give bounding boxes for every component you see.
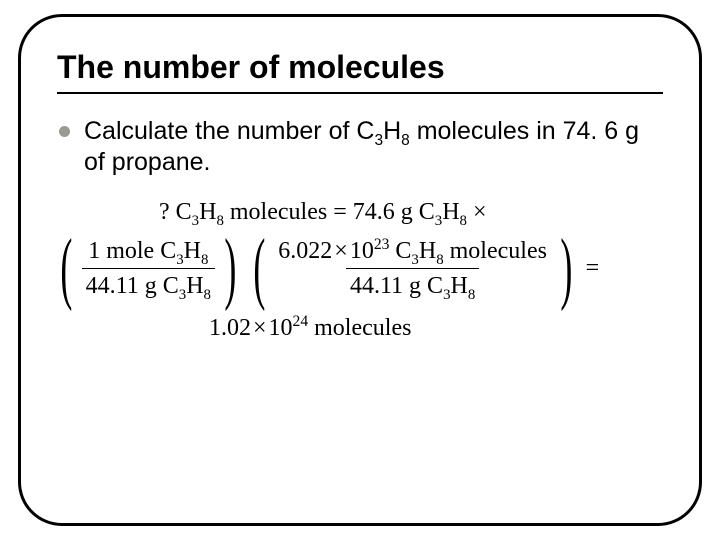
bullet-row: Calculate the number of C3H8 molecules i…	[59, 116, 661, 179]
m-sub: 3	[192, 212, 199, 228]
m-sub: 8	[201, 251, 208, 267]
m-sub: 3	[411, 251, 418, 267]
m: molecules	[444, 238, 547, 264]
bullet-icon	[59, 126, 70, 137]
fraction-2: 6.022×1023 C3H8 molecules 44.11 g C3H8	[274, 236, 551, 301]
t-sub: 3	[374, 132, 383, 149]
m: H	[184, 238, 201, 264]
m-sub: 8	[468, 286, 475, 302]
m-sup: 24	[293, 313, 309, 330]
m: H	[199, 199, 216, 225]
slide-title: The number of molecules	[57, 49, 663, 92]
m: H	[442, 199, 459, 225]
m: molecules	[308, 315, 411, 341]
frac1-num: 1 mole C3H8	[84, 236, 212, 268]
m-sub: 3	[443, 286, 450, 302]
math-line-1: ? C3H8 molecules = 74.6 g C3H8 ×	[159, 199, 661, 226]
m: 10	[269, 315, 293, 341]
math-area: ? C3H8 molecules = 74.6 g C3H8 × ( 1 mol…	[59, 199, 661, 342]
frac1-den: 44.11 g C3H8	[82, 268, 215, 301]
m: 1 mole C	[88, 238, 176, 264]
m: H	[186, 273, 203, 299]
math-line-2: ( 1 mole C3H8 44.11 g C3H8 ) ( 6.022×102…	[53, 236, 661, 301]
m: =	[327, 199, 353, 225]
m: ×	[467, 199, 487, 225]
m: H	[451, 273, 468, 299]
paren-close-icon: )	[560, 240, 572, 296]
m: 74.6 g C	[353, 199, 435, 225]
m-sup: 23	[374, 236, 390, 253]
m: H	[419, 238, 436, 264]
m: molecules	[224, 199, 327, 225]
m: C	[389, 238, 411, 264]
body-area: Calculate the number of C3H8 molecules i…	[57, 116, 663, 342]
m-sub: 8	[204, 286, 211, 302]
m: 1.02	[209, 315, 251, 341]
t: Calculate the number of C	[84, 117, 374, 145]
frac2-den: 44.11 g C3H8	[346, 268, 479, 301]
frac2-num: 6.022×1023 C3H8 molecules	[274, 236, 551, 268]
m: 10	[350, 238, 374, 264]
m-sub: 8	[460, 212, 467, 228]
t-sub: 8	[401, 132, 410, 149]
m: ? C	[159, 199, 192, 225]
bullet-text: Calculate the number of C3H8 molecules i…	[84, 116, 661, 179]
m: 44.11 g C	[350, 273, 443, 299]
paren-open-icon: (	[60, 240, 72, 296]
math-line-3: 1.02×1024 molecules	[209, 315, 661, 342]
m-sub: 8	[436, 251, 443, 267]
paren-close-icon: )	[224, 240, 236, 296]
title-block: The number of molecules	[57, 49, 663, 94]
m-sub: 3	[176, 251, 183, 267]
m-sub: 8	[216, 212, 223, 228]
slide-frame: The number of molecules Calculate the nu…	[18, 14, 702, 526]
times-icon: ×	[251, 315, 269, 341]
title-underline	[57, 92, 663, 94]
m: 44.11 g C	[86, 273, 179, 299]
t: H	[383, 117, 401, 145]
equals-trailing: =	[582, 255, 600, 282]
times-icon: ×	[332, 238, 350, 264]
paren-open-icon: (	[253, 240, 265, 296]
m: 6.022	[278, 238, 332, 264]
fraction-1: 1 mole C3H8 44.11 g C3H8	[82, 236, 215, 301]
